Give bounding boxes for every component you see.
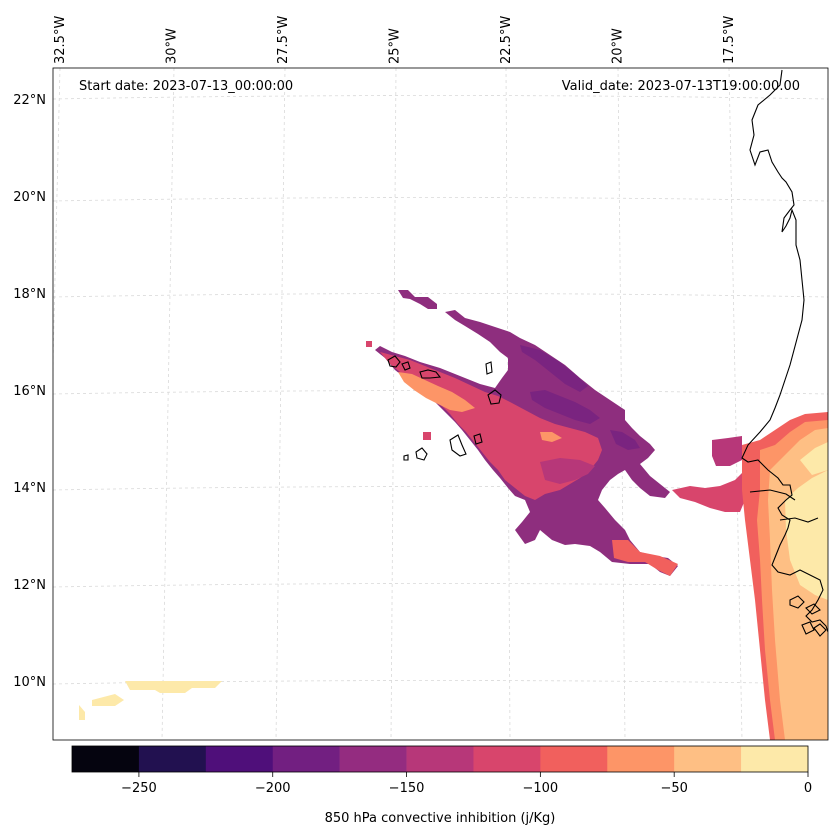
cin-region-coast-yellow-2 (800, 442, 828, 475)
colorbar-swatches (72, 746, 809, 772)
lat-label: 10°N (13, 675, 46, 690)
cin-region-east-purple (712, 436, 742, 466)
colorbar-swatch (205, 746, 274, 772)
cin-region-yellow-sw-3 (79, 705, 85, 720)
coastline-gambia (749, 489, 796, 501)
cin-region-orange (398, 372, 475, 412)
island-santiago (449, 434, 467, 457)
gridline-lon-25 (390, 68, 397, 740)
lon-label: 27.5°W (276, 16, 291, 64)
island-fogo (415, 447, 428, 461)
gridline-lat-18 (53, 293, 828, 298)
coastline-africa (741, 69, 828, 633)
lon-label: 22.5°W (499, 16, 514, 64)
colorbar-tick-label: −150 (389, 781, 425, 796)
lon-label: 32.5°W (53, 16, 68, 64)
coastlines (387, 69, 828, 637)
cin-region-tail (612, 540, 678, 576)
colorbar-swatch (473, 746, 541, 772)
cin-region-east-strip (672, 470, 745, 512)
island-sal (485, 361, 493, 375)
island-boa-vista (487, 389, 502, 405)
colorbar-frame (71, 745, 809, 773)
lon-label: 30°W (165, 28, 180, 64)
lat-label: 14°N (13, 481, 46, 496)
gridline-lon-30 (161, 68, 175, 740)
lon-labels: 32.5°W 30°W 27.5°W 25°W 22.5°W 20°W 17.5°W (53, 16, 737, 64)
lat-label: 16°N (13, 384, 46, 399)
colorbar-swatch (138, 746, 207, 772)
cin-region-dark-2 (520, 345, 588, 392)
gridline-lat-16 (53, 390, 828, 395)
coastline-casamance (779, 517, 819, 523)
map-frame (52, 67, 829, 741)
valid-date-label: Valid_date: 2023-07-13T19:00:00.00 (562, 79, 800, 94)
colorbar-tick-label: −200 (255, 781, 291, 796)
island-sao-vicente (401, 361, 411, 371)
cin-region-dark-3 (610, 430, 640, 450)
colorbar-swatch (339, 746, 407, 772)
colorbar-swatch (607, 746, 675, 772)
island-santo-antao (387, 355, 401, 368)
colorbar-label: 850 hPa convective inhibition (j/Kg) (325, 811, 556, 826)
lat-label: 20°N (13, 190, 46, 205)
cin-region-orange-2 (540, 432, 562, 442)
cin-region-main (398, 290, 437, 309)
colorbar-swatch (72, 746, 140, 772)
cin-cell-1 (366, 341, 372, 347)
lon-label: 25°W (387, 28, 402, 64)
colorbar-tick-label: 0 (804, 781, 812, 796)
lon-label: 17.5°W (722, 16, 737, 64)
start-date-label: Start date: 2023-07-13_00:00:00 (79, 79, 293, 94)
colorbar-swatch (741, 746, 809, 772)
colorbar-swatch (540, 746, 608, 772)
colorbar-swatch (272, 746, 340, 772)
gridline-lat-12 (53, 583, 828, 588)
cin-region-yellow-sw-2 (92, 694, 124, 706)
colorbar-tick-label: −50 (660, 781, 687, 796)
coastline-bissau-islands (789, 595, 827, 637)
colorbar-ticks: −250 −200 −150 −100 −50 0 (121, 772, 812, 796)
island-sao-nicolau (419, 369, 442, 379)
lat-label: 12°N (13, 578, 46, 593)
cin-region-pink-mid (540, 458, 595, 484)
island-brava (403, 454, 409, 461)
gridline-lon-20 (617, 68, 626, 740)
lat-label: 22°N (13, 93, 46, 108)
gridline-lat-14 (53, 486, 828, 491)
gridline-lat-20 (53, 197, 828, 202)
colorbar-swatch (674, 746, 742, 772)
lon-label: 20°W (610, 28, 625, 64)
colorbar-tick-label: −250 (121, 781, 157, 796)
cin-region-yellow-sw (125, 681, 222, 693)
colorbar-swatch (406, 746, 474, 772)
cin-region-dark-1 (530, 390, 600, 424)
gridline-lat-22 (53, 95, 828, 100)
island-maio (473, 433, 483, 445)
gridline-lon-17.5 (728, 68, 743, 740)
lat-label: 18°N (13, 287, 46, 302)
cin-cell-2 (423, 432, 431, 440)
cin-region-coast-yellow (785, 470, 828, 600)
colorbar: −250 −200 −150 −100 −50 0 850 hPa convective … (71, 745, 812, 826)
cin-field (79, 290, 828, 740)
colorbar-tick-label: −100 (523, 781, 559, 796)
gridline-lon-27.5 (275, 68, 286, 740)
lat-labels: 22°N 20°N 18°N 16°N 14°N 12°N 10°N (13, 93, 46, 690)
